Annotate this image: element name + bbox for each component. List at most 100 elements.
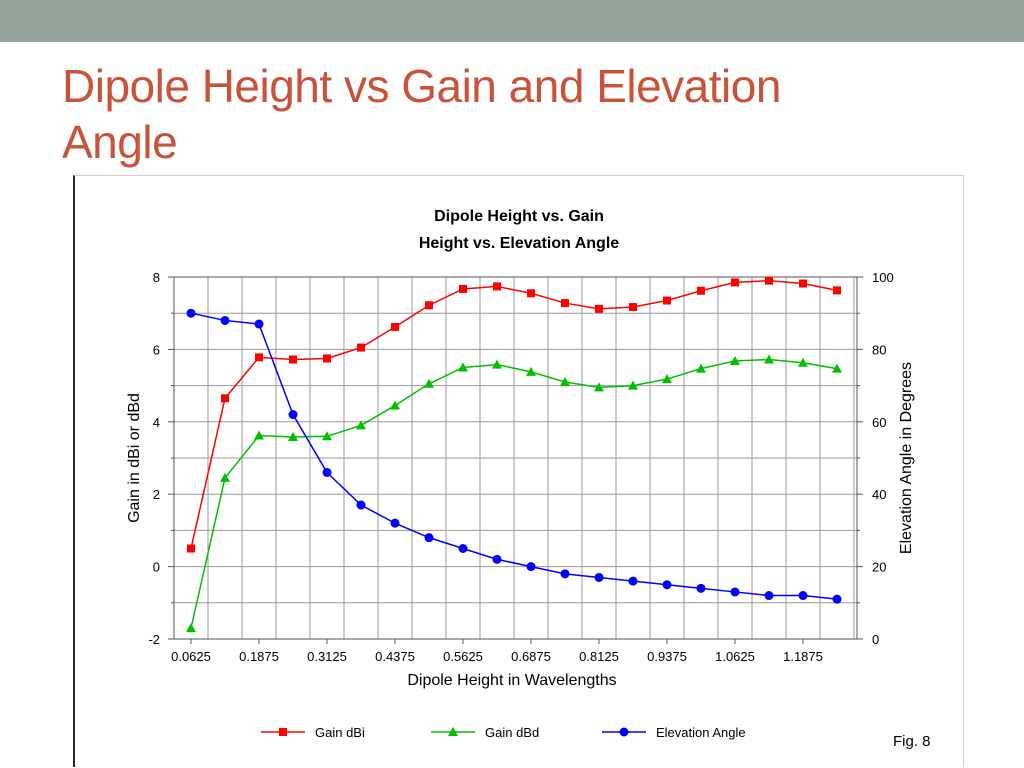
data-point-0 [629, 303, 637, 312]
x-axis-label: Dipole Height in Wavelengths [407, 672, 616, 689]
data-point-0 [459, 284, 467, 293]
data-point-1 [288, 432, 298, 442]
data-point-1 [424, 378, 434, 388]
legend-label-1: Gain dBd [485, 725, 539, 740]
data-point-1 [662, 374, 672, 384]
data-point-0 [833, 286, 841, 295]
legend-label-2: Elevation Angle [656, 725, 746, 740]
data-point-2 [526, 562, 536, 572]
data-point-1 [764, 354, 774, 364]
data-point-2 [764, 591, 774, 601]
y2-tick-label: 0 [872, 632, 879, 647]
data-point-2 [492, 554, 502, 564]
data-point-1 [628, 380, 638, 390]
legend-marker-0 [279, 728, 287, 736]
legend-marker-1 [448, 727, 458, 736]
data-point-0 [527, 289, 535, 298]
data-point-0 [289, 355, 297, 364]
x-tick-label: 0.6875 [511, 649, 551, 664]
data-point-2 [356, 500, 366, 510]
slide-title-line1: Dipole Height vs Gain and Elevation [62, 60, 781, 112]
series-line-0 [190, 279, 838, 549]
y-tick-label: 4 [153, 415, 160, 430]
y-tick-label: -2 [148, 632, 160, 647]
data-point-1 [186, 623, 196, 633]
data-point-2 [424, 533, 434, 543]
data-point-0 [255, 353, 263, 362]
data-point-1 [832, 363, 842, 373]
x-tick-label: 0.0625 [171, 649, 211, 664]
data-point-0 [697, 286, 705, 295]
x-tick-label: 0.4375 [375, 649, 415, 664]
series-line-2 [190, 312, 838, 600]
data-point-0 [595, 304, 603, 313]
x-tick-label: 0.9375 [647, 649, 687, 664]
data-point-0 [391, 322, 399, 331]
data-point-0 [561, 299, 569, 308]
legend-label-0: Gain dBi [315, 725, 365, 740]
data-point-0 [731, 278, 739, 287]
data-point-2 [696, 583, 706, 593]
data-point-2 [254, 319, 264, 329]
data-point-1 [390, 400, 400, 410]
data-point-0 [799, 279, 807, 288]
x-tick-label: 0.1875 [239, 649, 279, 664]
x-tick-label: 1.0625 [715, 649, 755, 664]
data-point-0 [425, 301, 433, 310]
data-point-0 [221, 394, 229, 403]
data-point-0 [323, 354, 331, 363]
data-point-1 [322, 431, 332, 441]
series-line-1 [190, 358, 838, 629]
data-point-2 [560, 569, 570, 579]
y-tick-label: 6 [153, 342, 160, 357]
x-tick-label: 0.8125 [579, 649, 619, 664]
data-point-0 [493, 282, 501, 291]
y2-tick-label: 100 [872, 270, 894, 285]
chart: Dipole Height vs. Gain Height vs. Elevati… [126, 208, 915, 740]
data-point-1 [254, 430, 264, 440]
data-point-2 [594, 572, 604, 582]
y-tick-label: 0 [153, 560, 160, 575]
x-tick-label: 0.5625 [443, 649, 483, 664]
data-point-1 [220, 472, 230, 482]
data-point-1 [526, 366, 536, 376]
slide-title-line2: Angle [62, 116, 178, 168]
data-point-2 [798, 591, 808, 601]
chart-subtitle: Height vs. Elevation Angle [419, 235, 619, 252]
data-point-2 [220, 315, 230, 325]
data-point-0 [765, 276, 773, 285]
data-point-2 [288, 410, 298, 420]
slide-title: Dipole Height vs Gain and Elevation Angl… [62, 58, 962, 170]
data-point-2 [390, 518, 400, 528]
y2-tick-label: 20 [872, 560, 886, 575]
data-point-2 [186, 308, 196, 318]
data-point-1 [594, 382, 604, 392]
chart-frame: Dipole Height vs. Gain Height vs. Elevati… [73, 175, 964, 767]
data-point-2 [662, 580, 672, 590]
data-point-2 [322, 467, 332, 477]
data-point-2 [458, 544, 468, 553]
chart-title: Dipole Height vs. Gain [434, 208, 604, 225]
data-point-2 [832, 594, 842, 604]
top-bar [0, 0, 1024, 42]
data-point-1 [560, 376, 570, 386]
y2-tick-label: 80 [872, 342, 886, 357]
data-point-0 [357, 343, 365, 352]
legend-marker-2 [619, 727, 629, 737]
figure-label: Fig. 8 [893, 733, 931, 750]
y-axis-label: Gain in dBi or dBd [126, 393, 143, 523]
data-point-1 [492, 359, 502, 369]
y2-tick-label: 40 [872, 487, 886, 502]
data-point-1 [798, 357, 808, 367]
y-tick-label: 2 [153, 487, 160, 502]
y-tick-label: 8 [153, 270, 160, 285]
data-point-2 [730, 587, 740, 597]
y2-axis-label: Elevation Angle in Degrees [898, 362, 915, 554]
data-point-1 [458, 362, 468, 372]
data-point-0 [663, 296, 671, 305]
data-point-2 [628, 576, 638, 586]
y2-tick-label: 60 [872, 415, 886, 430]
data-point-1 [696, 363, 706, 373]
x-tick-label: 0.3125 [307, 649, 347, 664]
data-point-0 [187, 544, 195, 553]
